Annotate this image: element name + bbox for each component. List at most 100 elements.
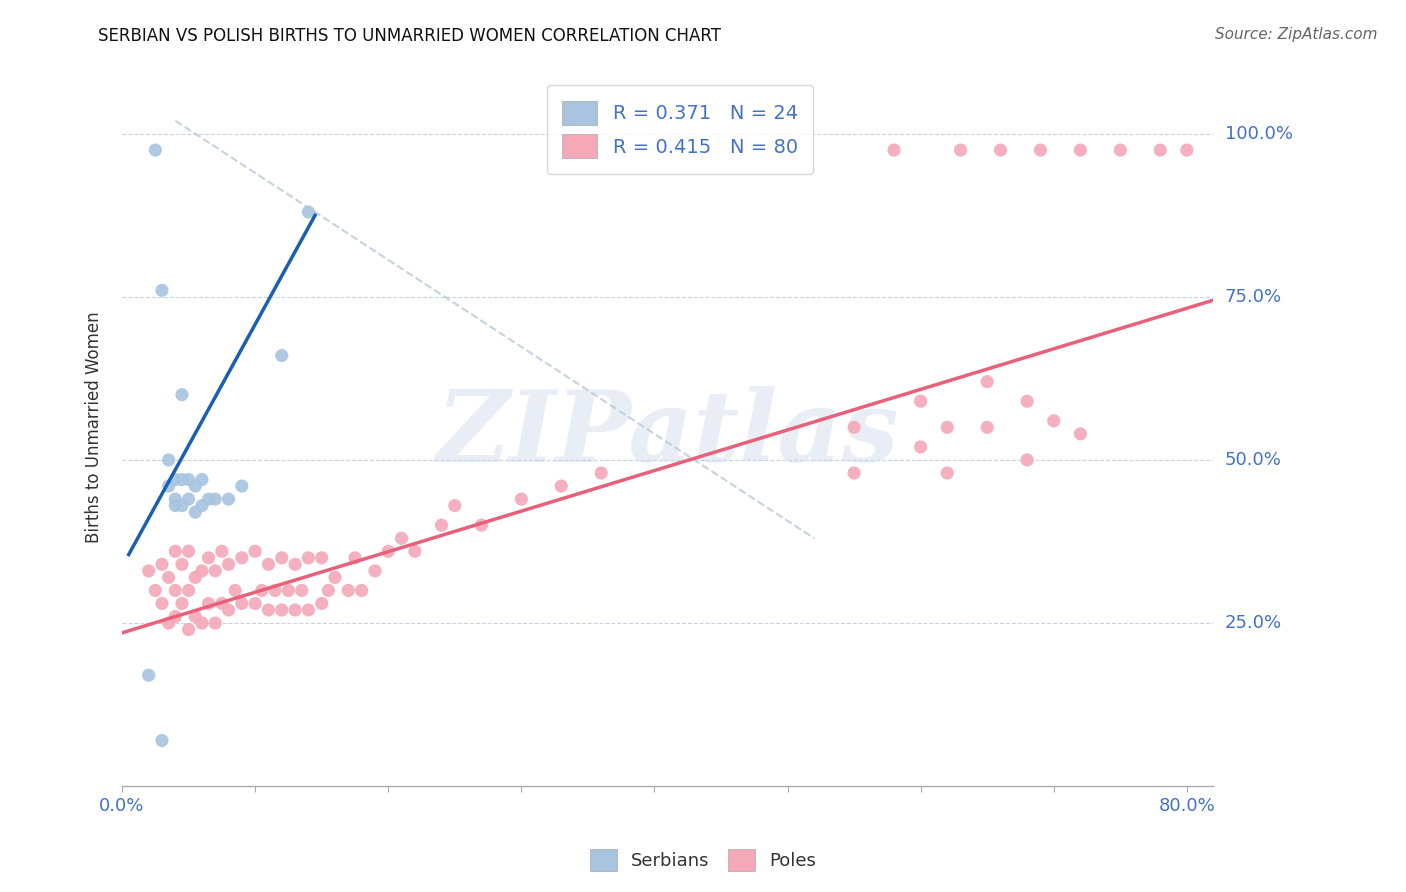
Poles bbox=[170, 558, 193, 572]
Poles bbox=[257, 558, 280, 572]
Serbians bbox=[143, 143, 166, 157]
Poles bbox=[177, 623, 200, 637]
Serbians bbox=[157, 453, 180, 467]
Serbians bbox=[170, 388, 193, 402]
Poles bbox=[391, 531, 413, 545]
Poles bbox=[231, 597, 253, 611]
Serbians bbox=[177, 492, 200, 507]
Poles bbox=[990, 143, 1012, 157]
Poles bbox=[150, 597, 173, 611]
Poles bbox=[191, 615, 214, 630]
Poles bbox=[976, 420, 998, 434]
Poles bbox=[910, 394, 932, 409]
Poles bbox=[157, 615, 180, 630]
Serbians bbox=[150, 733, 173, 747]
Legend: R = 0.371   N = 24, R = 0.415   N = 80: R = 0.371 N = 24, R = 0.415 N = 80 bbox=[547, 86, 813, 174]
Poles bbox=[430, 518, 453, 533]
Poles bbox=[364, 564, 387, 578]
Poles bbox=[197, 550, 219, 565]
Poles bbox=[264, 583, 287, 598]
Legend: Serbians, Poles: Serbians, Poles bbox=[582, 842, 824, 879]
Poles bbox=[297, 550, 319, 565]
Text: 100.0%: 100.0% bbox=[1225, 125, 1292, 143]
Poles bbox=[218, 603, 240, 617]
Poles bbox=[291, 583, 314, 598]
Poles bbox=[270, 550, 292, 565]
Poles bbox=[910, 440, 932, 454]
Text: 75.0%: 75.0% bbox=[1225, 288, 1282, 306]
Serbians bbox=[170, 473, 193, 487]
Poles bbox=[204, 615, 226, 630]
Poles bbox=[1017, 394, 1039, 409]
Poles bbox=[297, 603, 319, 617]
Poles bbox=[311, 597, 333, 611]
Poles bbox=[842, 466, 865, 480]
Poles bbox=[443, 499, 465, 513]
Poles bbox=[211, 597, 233, 611]
Poles bbox=[157, 570, 180, 584]
Poles bbox=[231, 550, 253, 565]
Poles bbox=[343, 550, 366, 565]
Serbians bbox=[218, 492, 240, 507]
Text: Source: ZipAtlas.com: Source: ZipAtlas.com bbox=[1215, 27, 1378, 42]
Poles bbox=[1149, 143, 1171, 157]
Poles bbox=[550, 479, 572, 493]
Poles bbox=[1175, 143, 1198, 157]
Poles bbox=[1042, 414, 1064, 428]
Y-axis label: Births to Unmarried Women: Births to Unmarried Women bbox=[86, 311, 103, 543]
Serbians bbox=[184, 479, 207, 493]
Serbians bbox=[184, 505, 207, 519]
Serbians bbox=[191, 473, 214, 487]
Poles bbox=[404, 544, 426, 558]
Poles bbox=[243, 544, 266, 558]
Poles bbox=[150, 558, 173, 572]
Poles bbox=[311, 550, 333, 565]
Poles bbox=[184, 570, 207, 584]
Text: 25.0%: 25.0% bbox=[1225, 614, 1282, 632]
Poles bbox=[165, 609, 187, 624]
Poles bbox=[177, 583, 200, 598]
Poles bbox=[224, 583, 246, 598]
Poles bbox=[883, 143, 905, 157]
Serbians bbox=[204, 492, 226, 507]
Serbians bbox=[270, 349, 292, 363]
Poles bbox=[1017, 453, 1039, 467]
Poles bbox=[510, 492, 533, 507]
Poles bbox=[197, 597, 219, 611]
Poles bbox=[165, 544, 187, 558]
Poles bbox=[842, 420, 865, 434]
Poles bbox=[257, 603, 280, 617]
Serbians bbox=[177, 473, 200, 487]
Poles bbox=[284, 558, 307, 572]
Poles bbox=[284, 603, 307, 617]
Poles bbox=[277, 583, 299, 598]
Poles bbox=[470, 518, 492, 533]
Serbians bbox=[197, 492, 219, 507]
Poles bbox=[350, 583, 373, 598]
Poles bbox=[323, 570, 346, 584]
Poles bbox=[591, 466, 613, 480]
Serbians bbox=[191, 499, 214, 513]
Serbians bbox=[165, 473, 187, 487]
Poles bbox=[138, 564, 160, 578]
Poles bbox=[170, 597, 193, 611]
Poles bbox=[243, 597, 266, 611]
Poles bbox=[1069, 426, 1091, 441]
Serbians bbox=[138, 668, 160, 682]
Serbians bbox=[157, 479, 180, 493]
Serbians bbox=[165, 492, 187, 507]
Poles bbox=[184, 609, 207, 624]
Poles bbox=[936, 466, 959, 480]
Text: ZIPatlas: ZIPatlas bbox=[437, 386, 898, 483]
Text: SERBIAN VS POLISH BIRTHS TO UNMARRIED WOMEN CORRELATION CHART: SERBIAN VS POLISH BIRTHS TO UNMARRIED WO… bbox=[98, 27, 721, 45]
Poles bbox=[1109, 143, 1132, 157]
Poles bbox=[143, 583, 166, 598]
Poles bbox=[165, 583, 187, 598]
Poles bbox=[337, 583, 360, 598]
Poles bbox=[191, 564, 214, 578]
Poles bbox=[949, 143, 972, 157]
Serbians bbox=[297, 205, 319, 219]
Poles bbox=[1069, 143, 1091, 157]
Poles bbox=[250, 583, 273, 598]
Poles bbox=[204, 564, 226, 578]
